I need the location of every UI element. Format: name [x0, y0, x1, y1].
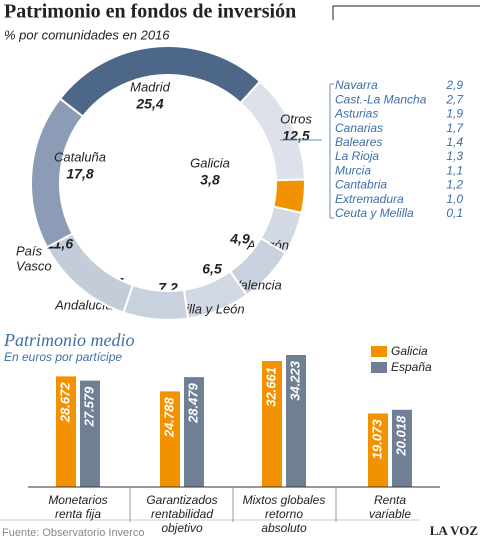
bar-value: 19.073	[369, 419, 384, 460]
otros-name: Navarra	[335, 78, 378, 92]
bar	[160, 391, 180, 487]
bar-value: 20.018	[393, 415, 408, 457]
x-tick-label: absoluto	[261, 521, 307, 535]
x-tick-label: rentabilidad	[151, 507, 213, 521]
x-tick-label: Mixtos globales	[243, 493, 326, 507]
source: Fuente: Observatorio Inverco	[2, 527, 144, 539]
legend-label: Galicia	[391, 344, 428, 358]
slice-label: Otros	[280, 111, 312, 126]
slice-label: País	[16, 243, 43, 258]
otros-name: Cantabria	[335, 178, 387, 192]
slice-label: Madrid	[130, 79, 171, 94]
bar-subtitle: En euros por partícipe	[4, 350, 122, 364]
otros-value: 2,9	[445, 78, 463, 92]
bar-value: 28.672	[57, 382, 72, 424]
x-tick-label: Monetarios	[48, 493, 107, 507]
bar-value: 27.579	[81, 386, 96, 428]
otros-value: 2,7	[445, 92, 464, 106]
bar-value: 24.788	[161, 397, 176, 439]
otros-name: Ceuta y Melilla	[335, 206, 414, 220]
bar	[56, 376, 76, 487]
slice-value: 3,8	[200, 172, 220, 188]
donut-slice	[30, 97, 85, 249]
slice-value: 6,5	[202, 261, 222, 277]
otros-name: Murcia	[335, 163, 371, 177]
subtitle: % por comunidades en 2016	[4, 27, 170, 42]
otros-value: 1,4	[446, 135, 463, 149]
title-rule	[332, 5, 480, 20]
bar	[368, 413, 388, 487]
legend-swatch	[371, 362, 387, 373]
slice-value: 12,5	[282, 128, 309, 144]
otros-value: 1,0	[446, 192, 463, 206]
donut-slice	[122, 283, 190, 321]
bar	[286, 355, 306, 487]
otros-value: 1,7	[446, 121, 464, 135]
bar	[184, 377, 204, 487]
otros-value: 1,9	[446, 107, 463, 121]
bar	[80, 380, 100, 487]
x-tick-label: retorno	[265, 507, 303, 521]
brand: LA VOZ	[430, 523, 479, 538]
bar-value: 32.661	[263, 367, 278, 407]
otros-name: Cast.-La Mancha	[335, 92, 427, 106]
bar-value: 28.479	[185, 382, 200, 424]
legend-label: España	[391, 360, 432, 374]
x-tick-label: Garantizados	[146, 493, 217, 507]
x-tick-label: variable	[369, 507, 411, 521]
slice-value: 25,4	[135, 96, 163, 112]
title: Patrimonio en fondos de inversión	[4, 1, 296, 23]
otros-name: Extremadura	[335, 192, 404, 206]
bar-title: Patrimonio medio	[3, 330, 135, 350]
slice-label: Galicia	[190, 155, 230, 170]
otros-value: 1,3	[446, 149, 463, 163]
x-tick-label: renta fija	[55, 507, 101, 521]
otros-name: La Rioja	[335, 149, 379, 163]
otros-name: Canarias	[335, 121, 383, 135]
bar	[392, 409, 412, 487]
slice-value: 4,9	[229, 231, 250, 247]
slice-value: 17,8	[66, 166, 93, 182]
otros-value: 0,1	[446, 206, 463, 220]
otros-value: 1,2	[446, 178, 463, 192]
otros-value: 1,1	[446, 163, 463, 177]
bracket	[280, 83, 334, 219]
slice-label: Vasco	[16, 258, 52, 273]
legend-swatch	[371, 346, 387, 357]
otros-name: Asturias	[334, 107, 378, 121]
bar-value: 34.223	[287, 360, 302, 401]
slice-label: Cataluña	[54, 149, 106, 164]
x-tick-label: objetivo	[161, 521, 203, 535]
slice-label: Valencia	[232, 277, 281, 292]
bar	[262, 361, 282, 487]
x-tick-label: Renta	[374, 493, 406, 507]
otros-name: Baleares	[335, 135, 382, 149]
